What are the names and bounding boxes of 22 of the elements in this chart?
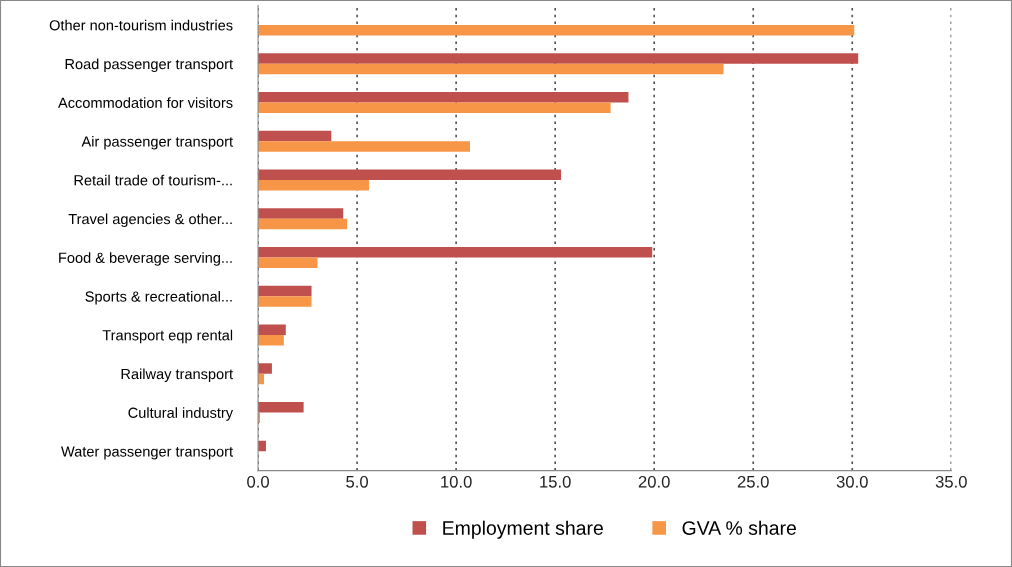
x-tick-label: 15.0 (540, 475, 571, 488)
y-tick-label: Transport eqp rental (102, 329, 233, 344)
y-tick-label: Food & beverage serving... (59, 252, 232, 266)
y-tick-label: Road passenger transport (65, 58, 233, 73)
y-tick-label: Sports & recreational... (85, 290, 232, 305)
y-tick-label: Railway transport (121, 368, 233, 383)
x-tick-label: 5.0 (346, 475, 369, 488)
legend-label: GVA % share (682, 520, 796, 535)
x-tick-label: 20.0 (638, 475, 670, 488)
x-tick-label: 30.0 (836, 475, 868, 488)
y-tick-label: Cultural industry (128, 407, 234, 421)
y-tick-label: Retail trade of tourism-... (74, 174, 232, 186)
x-tick-label: 10.0 (441, 475, 472, 488)
x-tick-label: 25.0 (737, 475, 769, 488)
y-tick-label: Accommodation for visitors (58, 97, 233, 108)
x-tick-label: 35.0 (935, 475, 967, 488)
y-tick-label: Water passenger transport (61, 446, 233, 460)
y-tick-label: Travel agencies & other... (68, 213, 232, 228)
y-tick-label: Air passenger transport (81, 135, 233, 150)
x-tick-label: 0.0 (247, 475, 269, 488)
y-tick-label: Other non-tourism industries (49, 19, 233, 31)
legend-label: Employment share (443, 520, 603, 539)
